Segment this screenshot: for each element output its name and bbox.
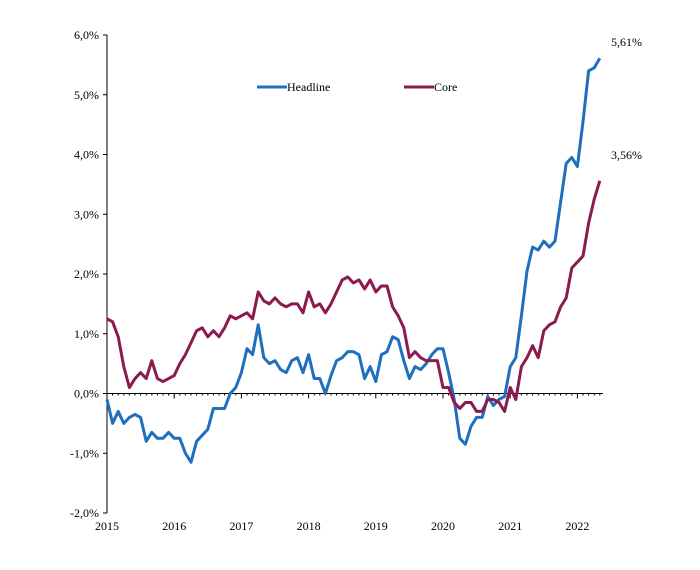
x-tick-label: 2016 [162,519,186,533]
end-label-core: 3,56% [611,148,642,162]
x-tick-label: 2015 [95,519,119,533]
legend-label-core: Core [434,80,457,94]
series-lines [105,57,602,464]
y-tick-label: 3,0% [74,207,99,221]
x-tick-label: 2017 [229,519,253,533]
x-tick-label: 2019 [364,519,388,533]
x-tick-label: 2020 [431,519,455,533]
y-tick-label: 2,0% [74,267,99,281]
y-tick-label: 4,0% [74,148,99,162]
series-line-headline [105,57,602,464]
y-tick-label: 6,0% [74,28,99,42]
x-tick-label: 2021 [498,519,522,533]
y-tick-label: -1,0% [70,446,99,460]
y-axis-ticks: 6,0% 5,0% 4,0% 3,0% 2,0% 1,0% 0,0% -1,0% -2,0% [70,28,107,520]
y-tick-label: 0,0% [74,387,99,401]
x-axis-ticks: 2015 2016 2017 2018 2019 2020 2021 2022 [95,393,601,533]
x-tick-label: 2018 [297,519,321,533]
series-line-core [106,180,602,413]
x-tick-label: 2022 [565,519,589,533]
y-tick-label: 1,0% [74,327,99,341]
legend-label-headline: Headline [287,80,330,94]
legend: Headline Core [257,80,457,94]
end-label-headline: 5,61% [611,35,642,49]
y-tick-label: -2,0% [70,506,99,520]
y-tick-label: 5,0% [74,88,99,102]
